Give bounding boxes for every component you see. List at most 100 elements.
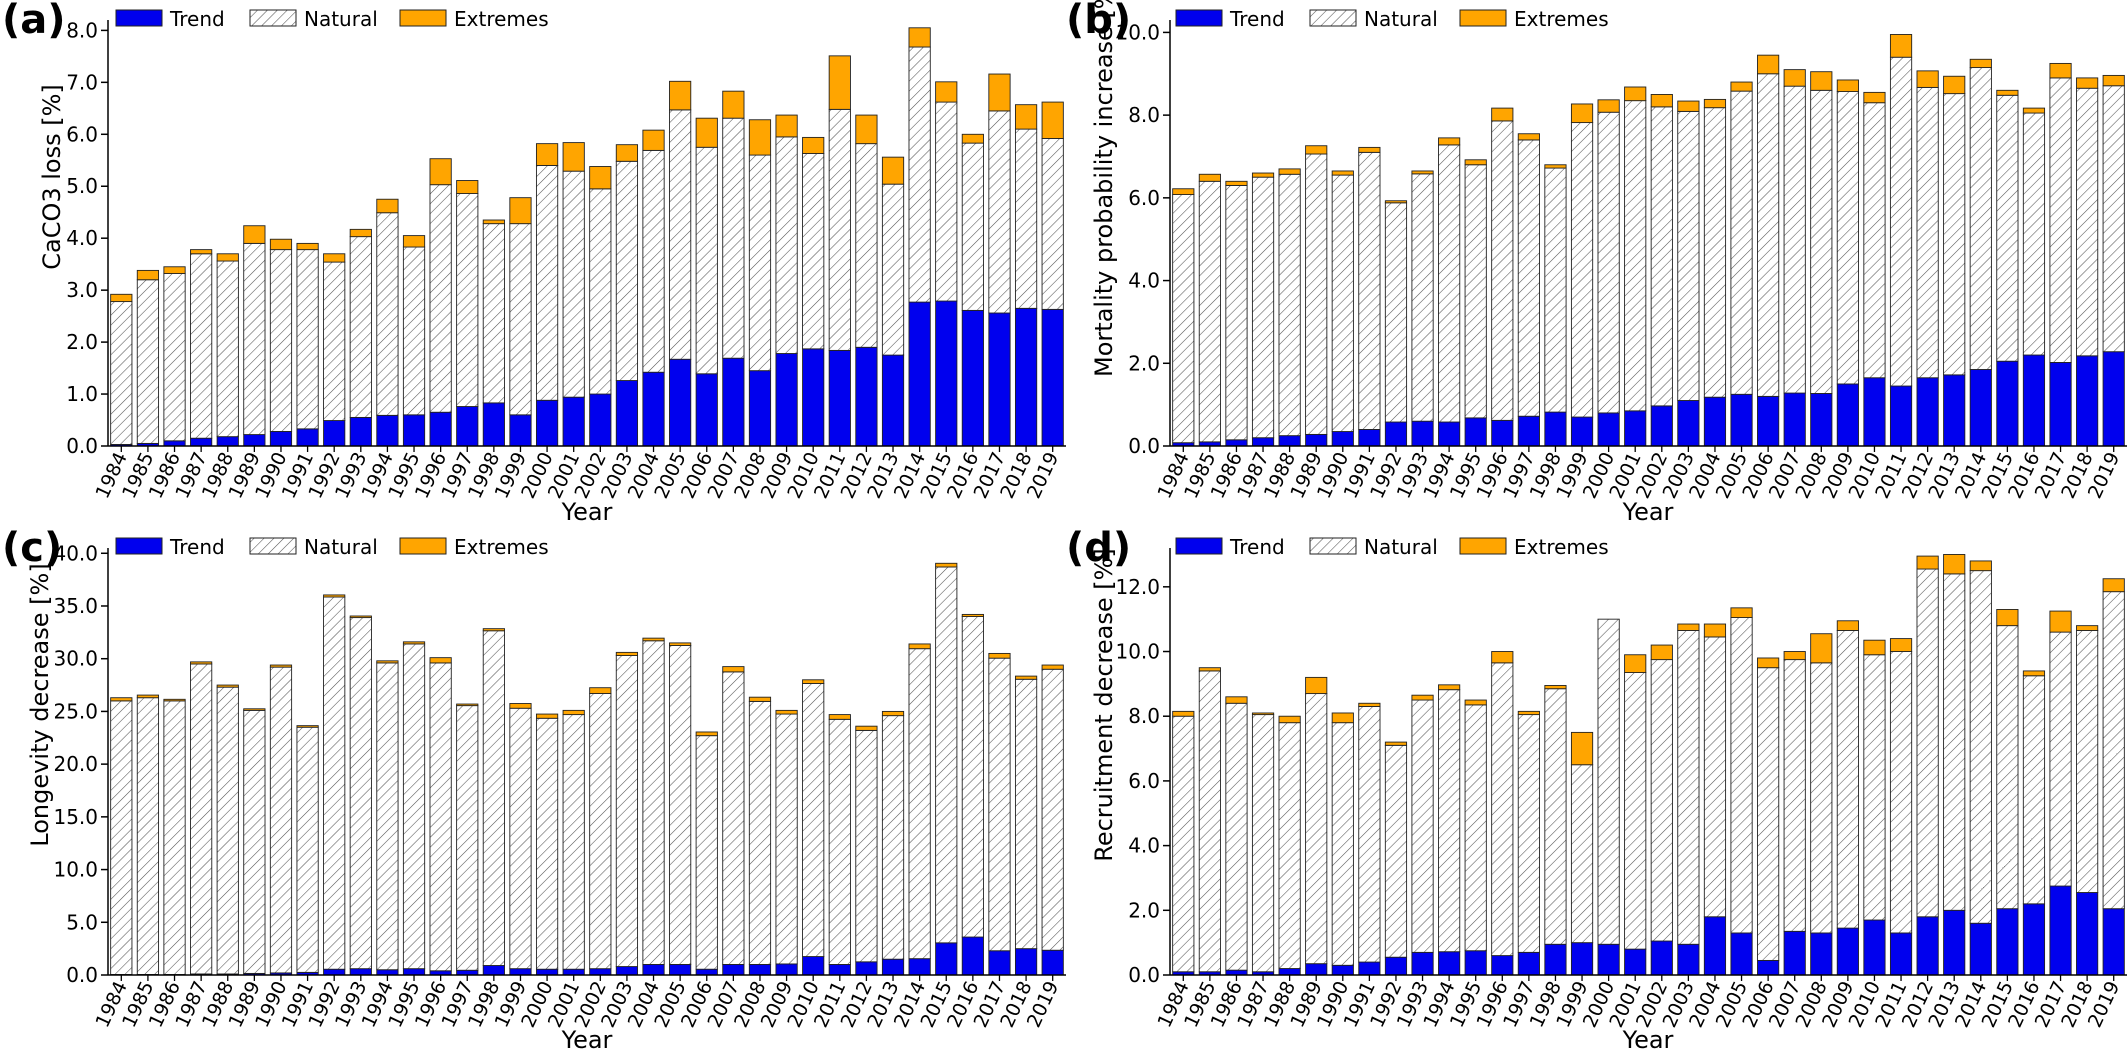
bar-extremes-2013	[881, 710, 905, 717]
bar-natural-2016	[2022, 112, 2046, 356]
bar-trend-1987	[190, 437, 213, 447]
bar-trend-1994	[376, 969, 399, 976]
bar-trend-2010	[1863, 377, 1886, 447]
bar-natural-2019	[1041, 668, 1064, 951]
bar-natural-2000	[535, 165, 559, 401]
bar-extremes-2006	[1757, 54, 1780, 75]
bar-natural-2002	[589, 188, 612, 395]
bar-natural-2012	[855, 143, 878, 348]
bar-trend-1995	[402, 968, 426, 976]
bar-extremes-2007	[722, 90, 745, 119]
bar-natural-2005	[669, 109, 692, 360]
bar-trend-1991	[1358, 429, 1381, 447]
bar-natural-2012	[855, 729, 878, 963]
bar-natural-2006	[1757, 73, 1780, 397]
bar-extremes-1999	[509, 703, 532, 709]
bar-natural-1991	[1358, 151, 1381, 430]
bar-trend-1997	[1517, 951, 1540, 976]
y-tick-label: 30.0	[53, 647, 98, 671]
bar-natural-1998	[1544, 688, 1567, 945]
panel-label: (d)	[1066, 525, 1131, 571]
legend-swatch-natural	[249, 9, 297, 27]
bar-natural-1987	[1251, 714, 1275, 973]
bar-trend-2016	[961, 936, 984, 976]
bar-trend-1999	[1570, 416, 1594, 447]
bar-extremes-1994	[376, 198, 399, 214]
bar-natural-2000	[1597, 618, 1620, 945]
bar-natural-2007	[722, 117, 745, 359]
bar-natural-2016	[2022, 675, 2046, 905]
bar-extremes-1995	[1464, 699, 1487, 706]
bar-extremes-1991	[296, 242, 319, 251]
bar-trend-2011	[828, 349, 851, 447]
bar-extremes-1997	[456, 703, 479, 707]
bar-extremes-2015	[935, 81, 958, 103]
x-axis: 1984198519861987198819891990199119921993…	[91, 974, 1066, 1031]
bar-trend-1999	[509, 414, 532, 447]
bar-natural-1984	[1172, 194, 1195, 444]
bar-extremes-2019	[1041, 664, 1064, 670]
bar-trend-2006	[695, 373, 718, 447]
bar-trend-1992	[1384, 421, 1408, 447]
bar-extremes-2005	[1730, 81, 1753, 92]
bar-trend-1986	[1225, 439, 1248, 447]
bar-natural-1988	[216, 686, 239, 975]
bar-extremes-2001	[1624, 86, 1647, 102]
bar-natural-1988	[1278, 722, 1301, 969]
bar-extremes-1990	[269, 238, 293, 251]
bar-natural-1995	[402, 643, 426, 970]
bar-natural-1992	[1384, 744, 1408, 958]
legend-label-trend: Trend	[1229, 7, 1285, 31]
bar-trend-2018	[2076, 355, 2099, 447]
bar-trend-2007	[722, 964, 745, 976]
bar-natural-2008	[1810, 89, 1833, 394]
y-tick-label: 2.0	[66, 330, 98, 354]
bars	[110, 562, 1064, 976]
bar-extremes-1990	[1331, 170, 1354, 176]
bar-trend-2009	[775, 963, 798, 976]
bar-natural-1993	[349, 236, 372, 418]
bar-extremes-1988	[1278, 715, 1301, 724]
bar-natural-2004	[1703, 107, 1727, 398]
bar-extremes-2006	[695, 731, 718, 737]
bar-natural-2011	[828, 108, 851, 351]
bar-trend-2015	[1996, 360, 2019, 447]
y-tick-label: 0.0	[1128, 963, 1160, 987]
bar-natural-2013	[881, 715, 905, 960]
bar-natural-1994	[1438, 144, 1461, 423]
bar-natural-2019	[2102, 85, 2125, 353]
bar-trend-2010	[802, 348, 825, 447]
bar-natural-1985	[136, 697, 160, 975]
bar-trend-2006	[695, 968, 718, 976]
bar-trend-1994	[376, 414, 399, 447]
bar-natural-1991	[296, 726, 319, 973]
bar-natural-1984	[110, 700, 133, 975]
bar-extremes-1992	[323, 594, 346, 598]
bar-extremes-1995	[402, 235, 426, 248]
bar-extremes-1991	[1358, 146, 1381, 153]
legend-label-extremes: Extremes	[454, 7, 549, 31]
bar-natural-1993	[1411, 699, 1434, 953]
bar-extremes-1987	[190, 249, 213, 255]
bar-trend-1995	[1464, 417, 1487, 447]
y-tick-label: 10.0	[1115, 640, 1160, 664]
bar-natural-2010	[802, 153, 825, 350]
bar-extremes-2001	[562, 709, 585, 716]
panel-b: (b) Trend Natural Extremes Mortality pro…	[1066, 0, 2127, 526]
legend-swatch-extremes	[1459, 537, 1507, 555]
bar-trend-2006	[1757, 395, 1780, 447]
y-tick-label: 10.0	[1115, 20, 1160, 44]
legend-swatch-natural	[1309, 9, 1357, 27]
bar-extremes-1988	[216, 253, 239, 262]
bar-natural-1994	[376, 212, 399, 416]
bar-trend-2016	[2022, 903, 2046, 976]
bar-extremes-2007	[1783, 69, 1806, 87]
bar-extremes-2012	[855, 725, 878, 731]
legend-label-extremes: Extremes	[1514, 535, 1609, 559]
bar-trend-1993	[1411, 951, 1434, 976]
y-tick-label: 6.0	[1128, 186, 1160, 210]
bar-natural-2018	[1014, 678, 1038, 950]
bar-trend-1994	[1438, 421, 1461, 447]
bar-extremes-2000	[1597, 99, 1620, 113]
bar-extremes-2005	[1730, 607, 1753, 618]
